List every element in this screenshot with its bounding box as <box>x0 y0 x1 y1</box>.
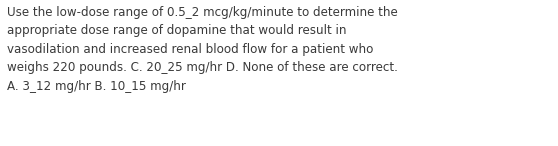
Text: Use the low-dose range of 0.5_2 mcg/kg/minute to determine the
appropriate dose : Use the low-dose range of 0.5_2 mcg/kg/m… <box>7 6 397 93</box>
